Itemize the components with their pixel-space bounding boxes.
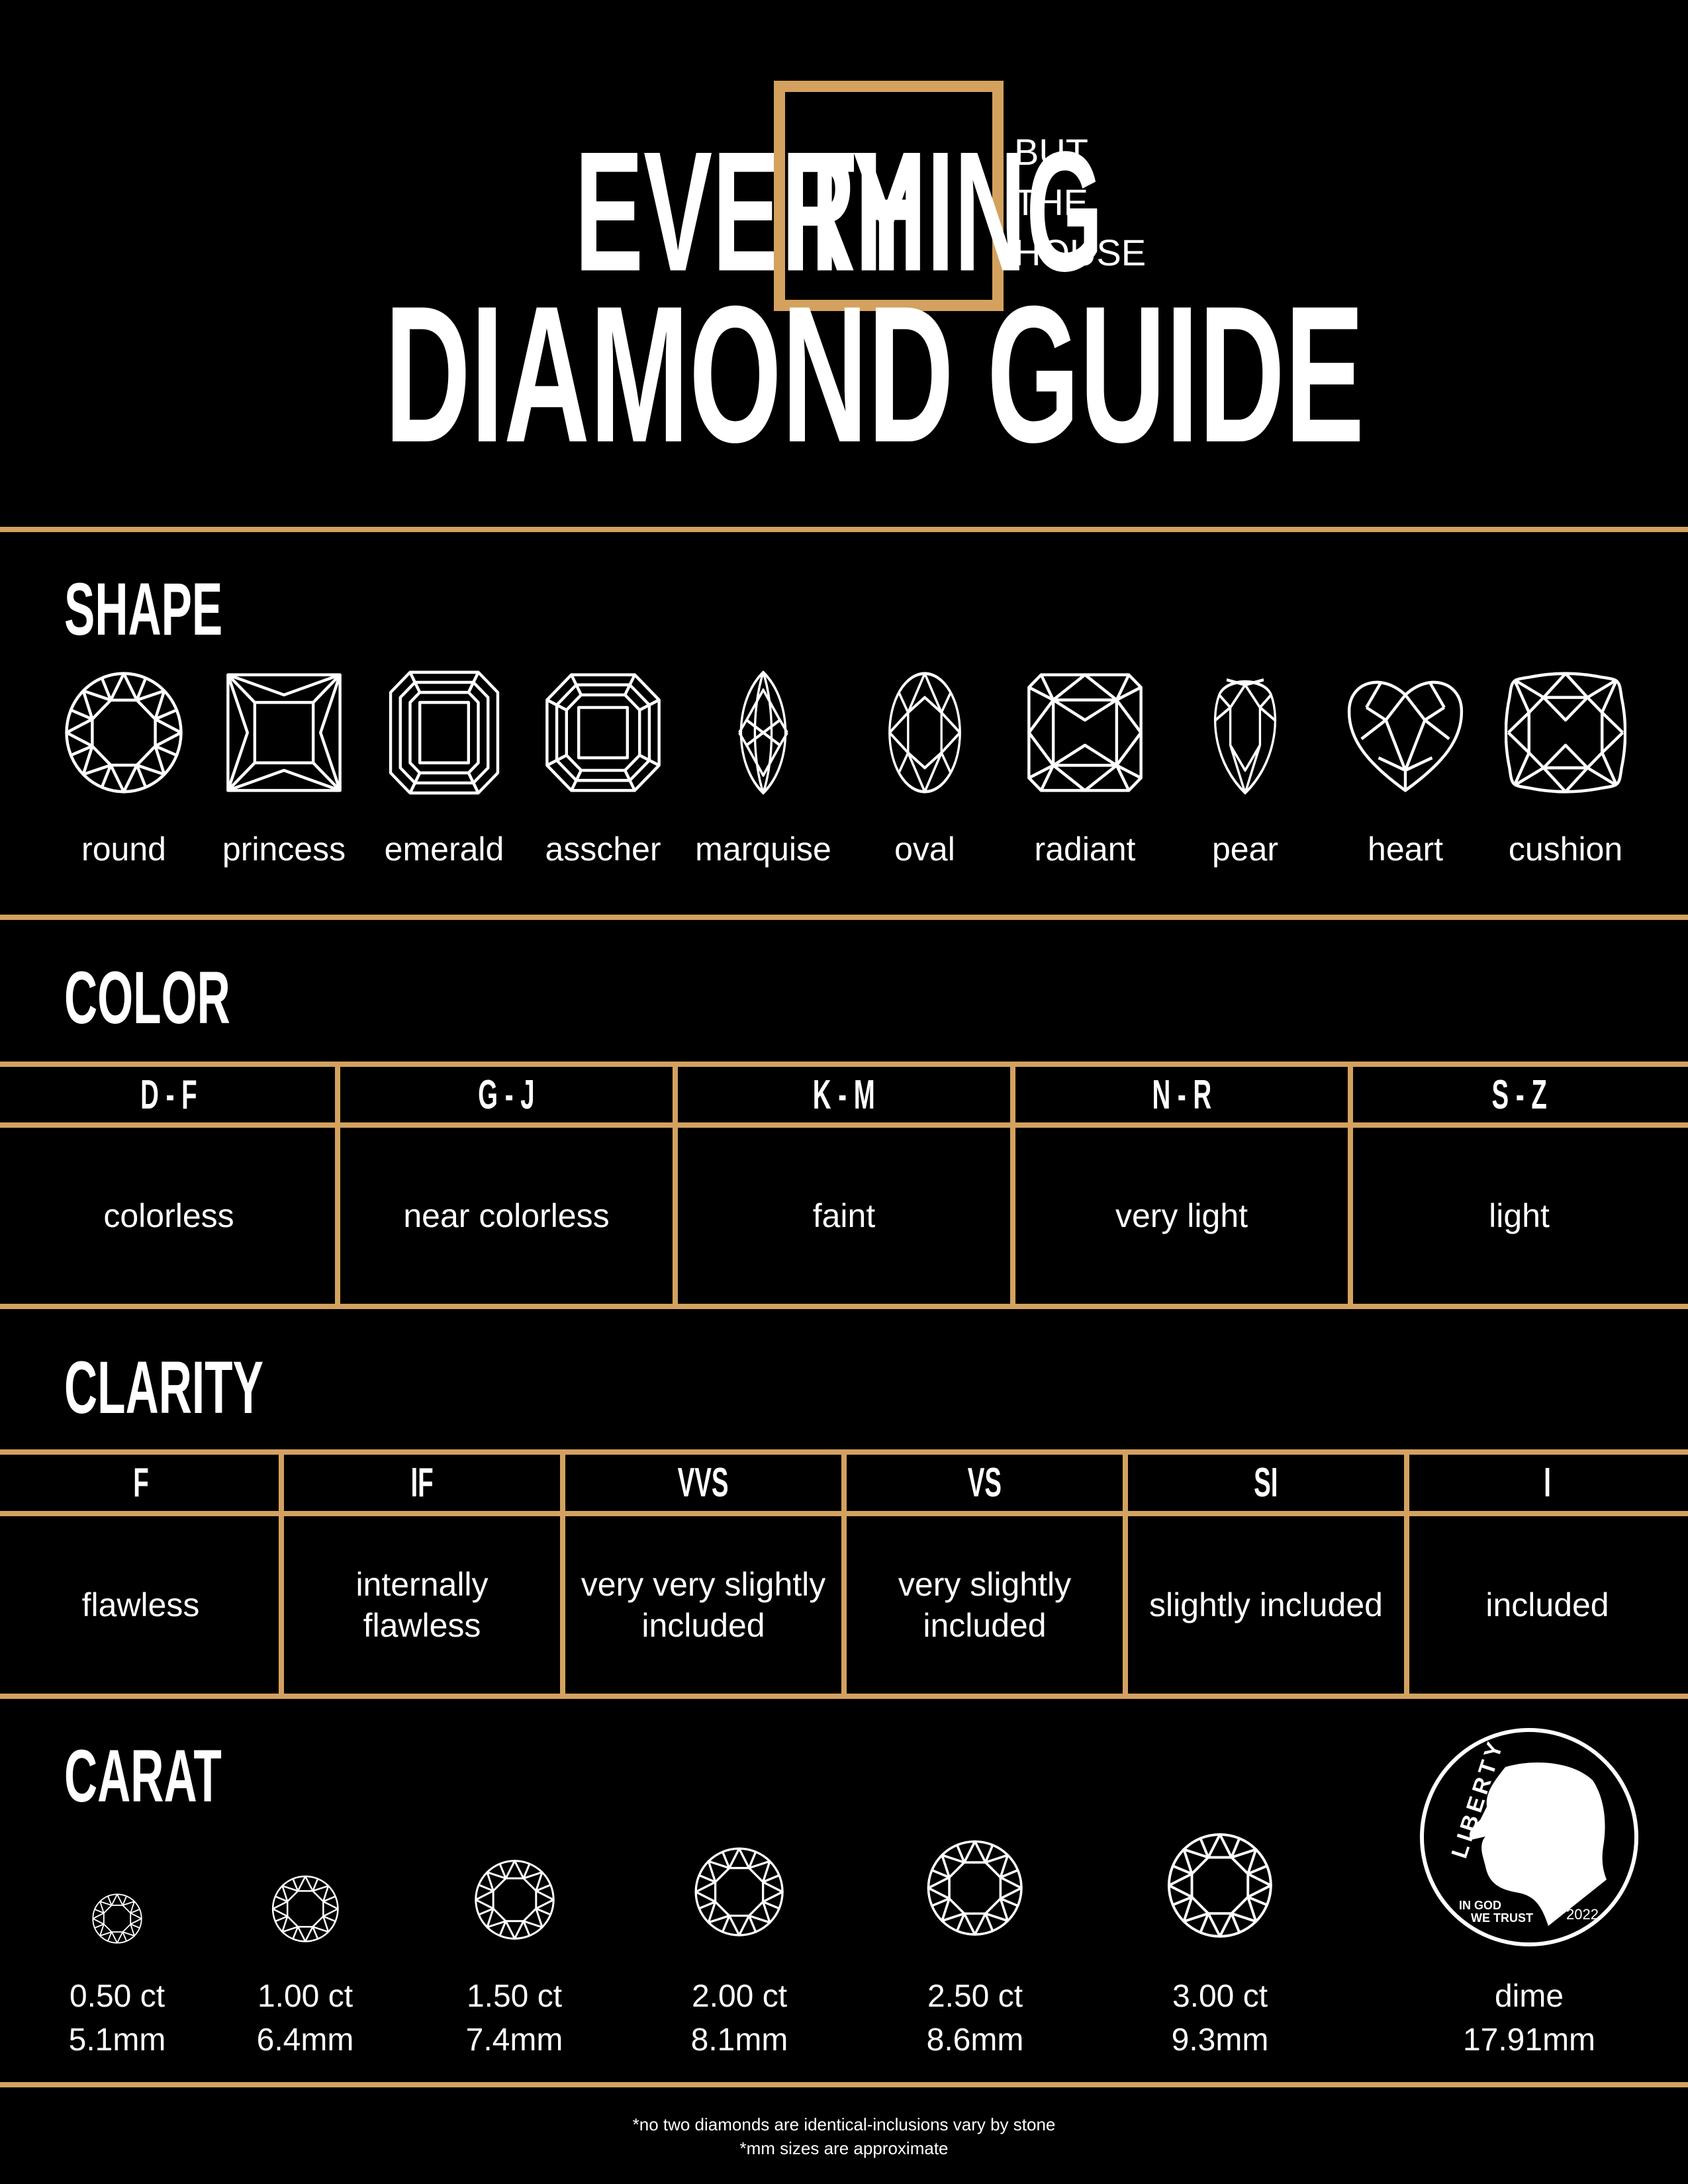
shape-label: oval	[894, 831, 955, 868]
clarity-grade-header: SI	[1254, 1460, 1278, 1506]
shape-heading: SHAPE	[64, 568, 223, 651]
carat-label: 1.50 ct 7.4mm	[465, 1979, 563, 2058]
logo-every: EVERY	[575, 115, 921, 307]
column-divider	[841, 1455, 847, 1694]
shape-label: marquise	[695, 831, 831, 868]
color-grade-description: very light	[1115, 1197, 1248, 1234]
logo-thing: THING	[794, 115, 1103, 307]
color-grade-description: near colorless	[403, 1197, 610, 1234]
carat-label: 3.00 ct 9.3mm	[1171, 1979, 1269, 2058]
color-grade-header: D - F	[140, 1071, 197, 1118]
logo-box	[774, 81, 1004, 311]
divider	[0, 527, 1688, 532]
color-heading: COLOR	[64, 956, 230, 1039]
shape-label: radiant	[1034, 831, 1136, 868]
column-divider	[1348, 1067, 1353, 1304]
clarity-grade-description: internally flawless	[355, 1566, 489, 1644]
shape-label: pear	[1211, 831, 1279, 868]
svg-text:IN GOD: IN GOD	[1459, 1899, 1501, 1912]
carat-heading: CARAT	[64, 1735, 222, 1817]
column-divider	[1404, 1455, 1409, 1694]
divider	[0, 1694, 1688, 1699]
round-diamond-icon	[91, 1893, 143, 1944]
color-grade-header: K - M	[813, 1071, 875, 1118]
dime-coin-icon: LIBERTY IN GOD WE TRUST 2022	[1420, 1728, 1638, 1946]
column-divider	[560, 1455, 565, 1694]
footnote: *mm sizes are approximate	[739, 2138, 949, 2158]
color-grade-description: colorless	[103, 1197, 234, 1234]
shape-label: princess	[222, 831, 346, 868]
clarity-grade-description: slightly included	[1149, 1586, 1383, 1623]
column-divider	[673, 1067, 678, 1304]
clarity-grade-description: very slightly included	[898, 1566, 1072, 1644]
round-diamond-icon	[473, 1858, 556, 1941]
marquise-diamond-icon	[717, 670, 810, 796]
shape-label: heart	[1368, 831, 1443, 868]
divider	[0, 1122, 1688, 1128]
carat-label: 1.00 ct 6.4mm	[256, 1979, 354, 2058]
clarity-grade-description: very very slightly included	[581, 1566, 826, 1644]
column-divider	[1010, 1067, 1015, 1304]
footnotes: *no two diamonds are identical-inclusion…	[0, 2113, 1688, 2160]
column-divider	[279, 1455, 284, 1694]
round-diamond-icon	[925, 1839, 1024, 1937]
dime-label: dime 17.91mm	[1462, 1979, 1596, 2058]
asscher-diamond-icon	[542, 670, 664, 796]
divider	[0, 1062, 1688, 1067]
radiant-diamond-icon	[1024, 670, 1146, 796]
clarity-grade-header: VS	[967, 1460, 1002, 1506]
shape-label: asscher	[545, 831, 661, 868]
clarity-grade-description: included	[1485, 1586, 1609, 1623]
round-diamond-icon	[271, 1874, 340, 1944]
svg-text:WE TRUST: WE TRUST	[1471, 1911, 1533, 1925]
clarity-grade-header: VVS	[678, 1460, 729, 1506]
oval-diamond-icon	[878, 670, 971, 796]
footnote: *no two diamonds are identical-inclusion…	[632, 2115, 1056, 2134]
column-divider	[1123, 1455, 1128, 1694]
clarity-grade-header: F	[132, 1460, 149, 1506]
clarity-grade-description: flawless	[81, 1586, 200, 1623]
carat-label: 2.50 ct 8.6mm	[926, 1979, 1024, 2058]
carat-label: 2.00 ct 8.1mm	[690, 1979, 788, 2058]
divider	[0, 915, 1688, 920]
heart-diamond-icon	[1344, 670, 1466, 796]
divider	[0, 1304, 1688, 1309]
clarity-grade-header: IF	[410, 1460, 434, 1506]
emerald-diamond-icon	[383, 670, 505, 796]
dime: LIBERTY IN GOD WE TRUST 2022	[1419, 1727, 1639, 1947]
color-grade-header: S - Z	[1491, 1071, 1547, 1118]
round-diamond-icon	[1166, 1831, 1274, 1940]
page-title: DIAMOND GUIDE	[385, 265, 1364, 483]
color-grade-description: light	[1489, 1197, 1550, 1234]
column-divider	[335, 1067, 340, 1304]
cushion-diamond-icon	[1504, 670, 1627, 796]
princess-diamond-icon	[223, 670, 345, 796]
divider	[0, 2082, 1688, 2087]
logo-tagline: BUT THE HOUSE	[1014, 131, 1147, 273]
svg-text:2022: 2022	[1566, 1906, 1599, 1923]
divider	[0, 1449, 1688, 1455]
color-grade-header: N - R	[1152, 1071, 1211, 1118]
carat-label: 0.50 ct 5.1mm	[68, 1979, 166, 2058]
shape-label: round	[81, 831, 166, 868]
pear-diamond-icon	[1199, 670, 1291, 796]
round-diamond-icon	[693, 1846, 785, 1938]
clarity-heading: CLARITY	[64, 1346, 263, 1429]
color-grade-header: G - J	[478, 1071, 535, 1118]
round-diamond-icon	[63, 670, 185, 796]
shape-label: emerald	[384, 831, 504, 868]
color-grade-description: faint	[812, 1197, 876, 1234]
clarity-grade-header: I	[1544, 1460, 1551, 1506]
shape-label: cushion	[1508, 831, 1623, 868]
